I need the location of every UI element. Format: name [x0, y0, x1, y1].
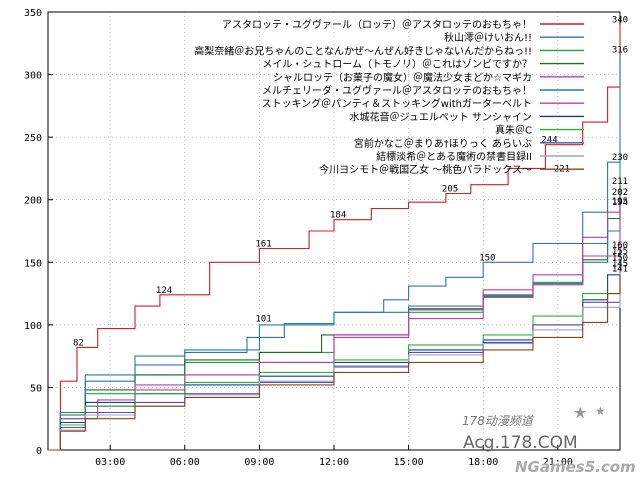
legend-entry-label: 今川ヨシモト＠戦国乙女 ～桃色パラドックス～	[319, 163, 532, 176]
x-tick-label: 12:00	[319, 457, 349, 468]
x-tick-label: 21:00	[543, 457, 573, 468]
data-label: 141	[612, 265, 628, 275]
series-line-3	[48, 162, 621, 451]
data-label: 155	[612, 247, 628, 257]
data-label: 82	[73, 338, 84, 348]
watermark-logo: 178动漫频道 Acg.178.COM NGames5.com ★ ★	[462, 403, 636, 476]
x-tick-label: 15:00	[394, 457, 424, 468]
series-line-5	[48, 197, 621, 451]
legend-entry-label: 秋山澪＠けいおん!!	[444, 31, 532, 44]
data-label: 194	[612, 198, 628, 208]
legend-entry-label: 高梨奈緒＠お兄ちゃんのことなんかぜ～んぜん好きじゃないんだからねっ!!	[194, 44, 532, 57]
y-tick-label: 100	[24, 321, 42, 332]
legend-entry-label: 宮前かなこ＠まりあ†ほりっく あらいぶ	[354, 137, 532, 150]
legend-entry-label: ストッキング＠パンティ＆ストッキングwithガーターベルト	[261, 97, 532, 110]
watermark-line3: NGames5.com	[515, 458, 636, 476]
data-label: 230	[612, 153, 628, 163]
x-tick-label: 09:00	[244, 457, 274, 468]
legend-entry-label: 水城花音＠ジュエルペット サンシャイン	[350, 110, 532, 123]
legend-entry-label: 真朱＠C	[495, 124, 532, 137]
y-tick-label: 50	[30, 383, 42, 394]
legend: アスタロッテ・ユグヴァール（ロッテ）＠アスタロッテのおもちゃ！秋山澪＠けいおん!…	[194, 18, 584, 176]
axes: 0 50 100 150 200 250 300 350 03:00 06:00 09:00 12:0…	[24, 8, 621, 468]
star-icon: ★	[573, 403, 587, 422]
legend-entry-label: メルチェリーダ・ユグヴァール＠アスタロッテのおもちゃ！	[262, 84, 532, 97]
legend-entry-label: メイル・シュトローム（トモノリ）＠これはゾンビですか？	[262, 59, 532, 71]
y-tick-label: 350	[24, 8, 42, 19]
data-label: 161	[255, 240, 271, 250]
data-label: 145	[612, 260, 628, 270]
data-label: 205	[442, 184, 458, 194]
data-label: 340	[612, 16, 628, 26]
x-tick-label: 18:00	[468, 457, 498, 468]
data-label: 101	[255, 315, 271, 325]
y-tick-label: 0	[36, 446, 42, 457]
series-line-12	[48, 274, 621, 451]
data-label: 160	[612, 241, 628, 251]
y-tick-label: 150	[24, 258, 42, 269]
star-icon: ★	[595, 404, 606, 418]
x-tick-label: 06:00	[170, 457, 200, 468]
watermark-line1: 178动漫频道	[462, 414, 535, 428]
data-label: 150	[479, 253, 495, 263]
y-tick-label: 250	[24, 133, 42, 144]
legend-entry-label: アスタロッテ・ユグヴァール（ロッテ）＠アスタロッテのおもちゃ！	[222, 18, 532, 31]
data-label: 211	[612, 177, 628, 187]
data-label: 316	[612, 46, 628, 56]
y-tick-label: 300	[24, 71, 42, 82]
y-tick-label: 200	[24, 196, 42, 207]
x-tick-label: 03:00	[95, 457, 125, 468]
data-label: 124	[156, 286, 172, 296]
data-label: 184	[330, 211, 346, 221]
data-label: 150	[612, 253, 628, 263]
data-label: 195	[612, 197, 628, 207]
legend-entry-label: シャルロッテ（お菓子の魔女）＠魔法少女まどか☆マギカ	[273, 71, 532, 84]
data-label: 202	[612, 188, 628, 198]
series-lines	[48, 24, 621, 451]
series-line-1	[48, 24, 621, 451]
data-label: 244	[541, 136, 557, 146]
legend-entry-label: 結標淡希＠とある魔術の禁書目録II	[376, 150, 532, 163]
watermark-line2: Acg.178.COM	[463, 433, 578, 453]
